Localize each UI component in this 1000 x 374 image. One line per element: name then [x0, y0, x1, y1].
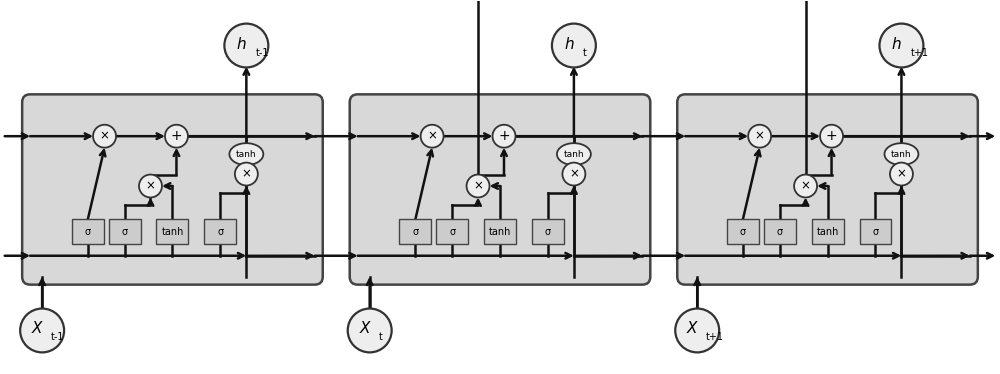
FancyBboxPatch shape [484, 220, 516, 244]
FancyBboxPatch shape [399, 220, 431, 244]
FancyBboxPatch shape [156, 220, 188, 244]
Circle shape [552, 24, 596, 67]
FancyBboxPatch shape [727, 220, 759, 244]
Ellipse shape [884, 143, 918, 165]
Circle shape [20, 309, 64, 352]
FancyBboxPatch shape [532, 220, 564, 244]
Text: X: X [32, 322, 42, 337]
Text: σ: σ [412, 227, 418, 237]
Text: σ: σ [85, 227, 91, 237]
Text: +: + [826, 129, 837, 143]
Text: tanh: tanh [489, 227, 511, 237]
FancyBboxPatch shape [204, 220, 236, 244]
Text: ×: × [801, 180, 811, 193]
Text: tanh: tanh [564, 150, 584, 159]
Text: t+1: t+1 [706, 332, 724, 343]
Text: ×: × [100, 130, 109, 143]
Text: t: t [379, 332, 383, 343]
Text: t: t [583, 47, 587, 58]
FancyBboxPatch shape [22, 94, 323, 285]
Circle shape [467, 175, 490, 197]
Ellipse shape [557, 143, 591, 165]
Circle shape [139, 175, 162, 197]
Circle shape [879, 24, 923, 67]
Text: ×: × [427, 130, 437, 143]
Text: X: X [359, 322, 370, 337]
FancyBboxPatch shape [764, 220, 796, 244]
Ellipse shape [229, 143, 263, 165]
Text: tanh: tanh [891, 150, 912, 159]
Text: tanh: tanh [161, 227, 184, 237]
Circle shape [675, 309, 719, 352]
Circle shape [562, 163, 585, 186]
Text: X: X [687, 322, 697, 337]
FancyBboxPatch shape [812, 220, 844, 244]
FancyBboxPatch shape [72, 220, 104, 244]
Text: t+1: t+1 [910, 47, 928, 58]
Circle shape [165, 125, 188, 148]
Circle shape [421, 125, 444, 148]
Text: ×: × [755, 130, 765, 143]
Circle shape [235, 163, 258, 186]
Text: ×: × [473, 180, 483, 193]
Circle shape [348, 309, 392, 352]
Text: h: h [237, 37, 246, 52]
Text: σ: σ [217, 227, 223, 237]
Text: σ: σ [777, 227, 783, 237]
FancyBboxPatch shape [677, 94, 978, 285]
Text: σ: σ [872, 227, 879, 237]
Text: h: h [564, 37, 574, 52]
Text: +: + [498, 129, 510, 143]
Circle shape [748, 125, 771, 148]
Text: t-1: t-1 [51, 332, 65, 343]
Text: ×: × [569, 168, 579, 181]
Text: ×: × [146, 180, 155, 193]
Circle shape [820, 125, 843, 148]
Circle shape [93, 125, 116, 148]
Circle shape [224, 24, 268, 67]
Text: σ: σ [545, 227, 551, 237]
FancyBboxPatch shape [109, 220, 141, 244]
Text: tanh: tanh [236, 150, 257, 159]
Text: h: h [892, 37, 901, 52]
Circle shape [794, 175, 817, 197]
Circle shape [493, 125, 515, 148]
Text: ×: × [897, 168, 906, 181]
Text: t-1: t-1 [255, 47, 269, 58]
Circle shape [890, 163, 913, 186]
Text: σ: σ [740, 227, 746, 237]
FancyBboxPatch shape [860, 220, 891, 244]
Text: ×: × [241, 168, 251, 181]
FancyBboxPatch shape [350, 94, 650, 285]
Text: σ: σ [121, 227, 128, 237]
Text: σ: σ [449, 227, 455, 237]
Text: +: + [171, 129, 182, 143]
Text: tanh: tanh [816, 227, 839, 237]
FancyBboxPatch shape [436, 220, 468, 244]
